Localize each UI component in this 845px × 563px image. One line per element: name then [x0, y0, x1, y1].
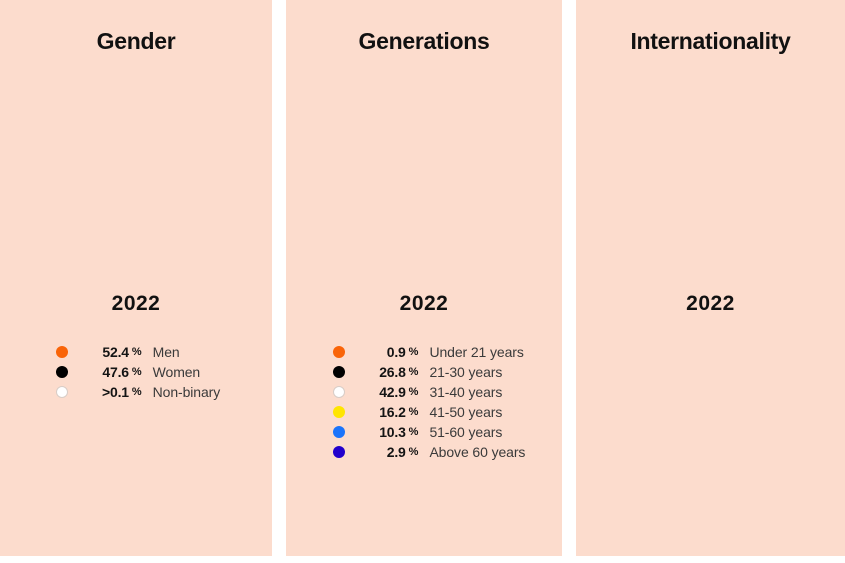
- legend-label: Men: [152, 344, 180, 360]
- legend-value: 52.4: [102, 344, 129, 360]
- legend-label: 31-40 years: [429, 384, 503, 400]
- legend-gender: 52.4% Men 47.6% Women >0.1% Non-binary: [55, 342, 221, 402]
- legend-color-swatch-icon: [332, 426, 345, 438]
- panel-title-internationality: Internationality: [630, 28, 791, 54]
- pie-svg-gender: [40, 78, 232, 270]
- pie-chart-gender: [40, 78, 232, 270]
- legend-color-swatch-icon: [55, 346, 68, 358]
- panel-title-generations: Generations: [358, 28, 490, 54]
- legend-color-swatch-icon: [332, 386, 345, 398]
- legend-color-swatch-icon: [332, 406, 345, 418]
- year-label-gender: 2022: [111, 292, 161, 315]
- pie-chart-internationality: [615, 78, 807, 270]
- year-label-internationality: 2022: [686, 292, 735, 315]
- legend-label: Under 21 years: [429, 344, 524, 360]
- legend-percent-sign: %: [131, 386, 142, 398]
- legend-percent-sign: %: [408, 406, 419, 418]
- legend-percent-sign: %: [131, 366, 142, 378]
- legend-row[interactable]: 26.8% 21-30 years: [332, 362, 526, 382]
- legend-percent-sign: %: [131, 346, 142, 358]
- legend-value: 26.8: [379, 364, 406, 380]
- legend-color-swatch-icon: [332, 346, 345, 358]
- legend-percent-sign: %: [408, 386, 419, 398]
- legend-value: 16.2: [379, 404, 406, 420]
- year-label-generations: 2022: [399, 292, 449, 315]
- pie-chart-generations: [328, 78, 520, 270]
- pie-svg-generations: [328, 78, 520, 270]
- legend-label: 41-50 years: [429, 404, 503, 420]
- panel-title-gender: Gender: [96, 28, 176, 54]
- panel-generations: Generations 2022 0.9% Under 21 years 26.8%…: [286, 0, 562, 556]
- legend-color-swatch-icon: [55, 386, 68, 398]
- legend-value: 47.6: [102, 364, 129, 380]
- legend-row[interactable]: >0.1% Non-binary: [55, 382, 221, 402]
- legend-color-swatch-icon: [332, 366, 345, 378]
- legend-row[interactable]: 42.9% 31-40 years: [332, 382, 526, 402]
- legend-label: Non-binary: [152, 384, 221, 400]
- legend-row[interactable]: 10.3% 51-60 years: [332, 422, 526, 442]
- legend-color-swatch-icon: [332, 446, 345, 458]
- legend-color-swatch-icon: [55, 366, 68, 378]
- legend-row[interactable]: 52.4% Men: [55, 342, 220, 362]
- legend-value: >0.1: [102, 384, 129, 400]
- legend-label: Above 60 years: [429, 444, 526, 460]
- legend-row[interactable]: 0.9% Under 21 years: [332, 342, 526, 362]
- legend-row[interactable]: 47.6% Women: [55, 362, 220, 382]
- legend-value: 42.9: [379, 384, 406, 400]
- legend-percent-sign: %: [408, 366, 419, 378]
- legend-row[interactable]: 2.9% Above 60 years: [332, 442, 526, 462]
- legend-value: 10.3: [379, 424, 406, 440]
- legend-row[interactable]: 16.2% 41-50 years: [332, 402, 526, 422]
- legend-generations: 0.9% Under 21 years 26.8% 21-30 years 42.9% 3…: [332, 342, 526, 462]
- legend-percent-sign: %: [408, 426, 419, 438]
- panel-internationality: Internationality 2022: [576, 0, 845, 556]
- pie-svg-internationality: [615, 78, 807, 270]
- legend-percent-sign: %: [408, 346, 419, 358]
- legend-value: 0.9: [386, 344, 406, 360]
- legend-label: 21-30 years: [429, 364, 503, 380]
- legend-label: Women: [152, 364, 201, 380]
- legend-percent-sign: %: [408, 446, 419, 458]
- panel-gender: Gender 2022 52.4% Men 47.6% Women >0.1% Non-b…: [0, 0, 272, 556]
- legend-value: 2.9: [386, 444, 406, 460]
- legend-label: 51-60 years: [429, 424, 503, 440]
